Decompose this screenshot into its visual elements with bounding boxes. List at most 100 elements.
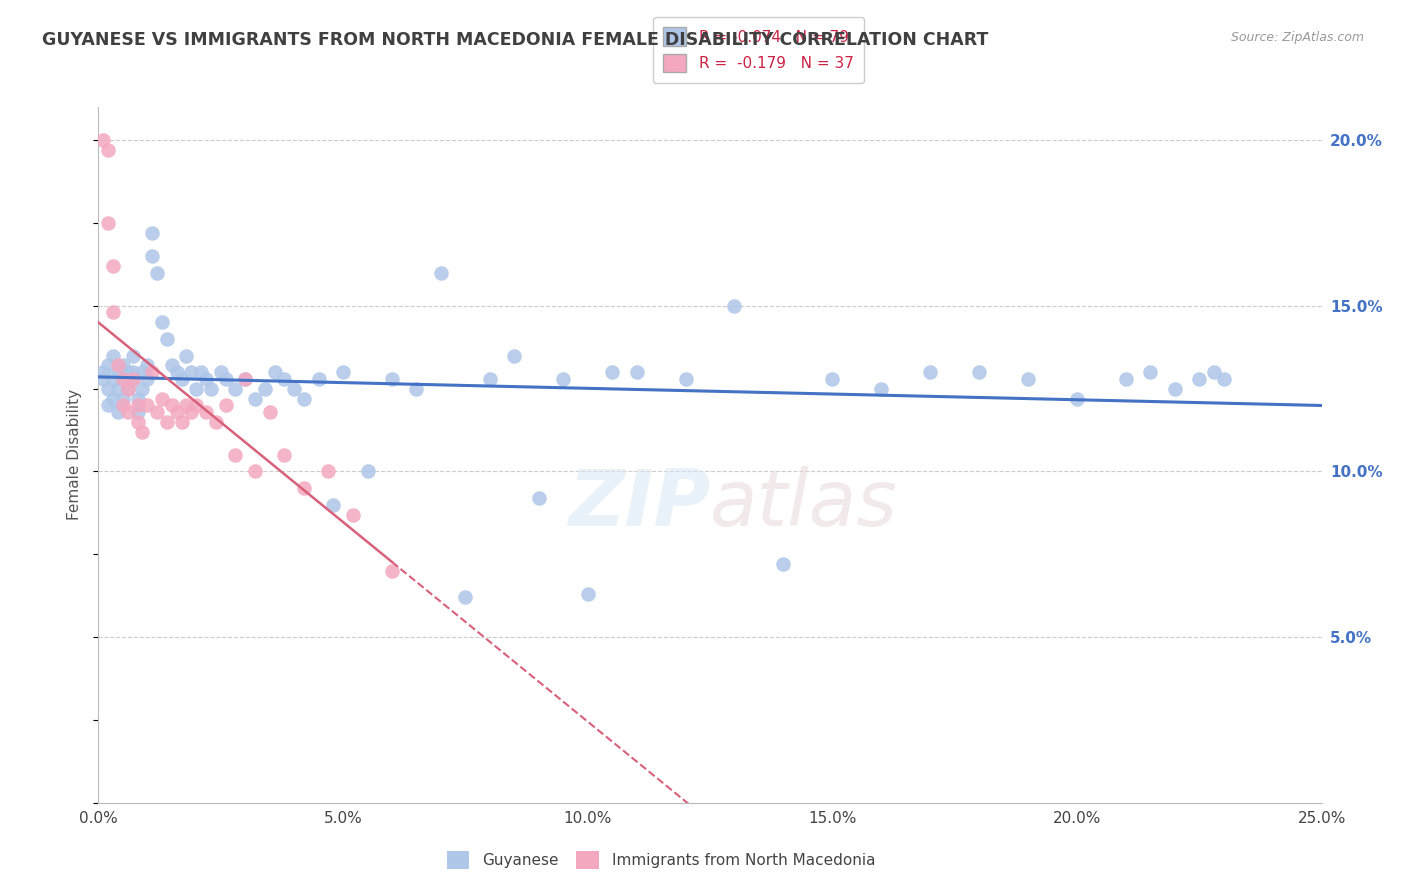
- Point: [97, 216, 120, 230]
- Point: [127, 405, 149, 419]
- Point: [381, 372, 404, 386]
- Point: [101, 392, 124, 406]
- Point: [1139, 365, 1161, 379]
- Point: [91, 133, 114, 147]
- Point: [1212, 372, 1234, 386]
- Point: [136, 398, 159, 412]
- Point: [136, 372, 159, 386]
- Point: [107, 359, 129, 373]
- Point: [101, 259, 124, 273]
- Point: [107, 382, 129, 396]
- Point: [195, 405, 218, 419]
- Point: [117, 365, 139, 379]
- Point: [127, 398, 149, 412]
- Y-axis label: Female Disability: Female Disability: [67, 389, 83, 521]
- Point: [117, 405, 139, 419]
- Point: [195, 372, 218, 386]
- Point: [292, 481, 315, 495]
- Point: [150, 315, 173, 329]
- Point: [259, 405, 281, 419]
- Point: [253, 382, 276, 396]
- Point: [141, 226, 163, 240]
- Point: [170, 372, 193, 386]
- Point: [111, 372, 134, 386]
- Point: [626, 365, 648, 379]
- Point: [356, 465, 378, 479]
- Point: [675, 372, 697, 386]
- Point: [101, 372, 124, 386]
- Point: [233, 372, 256, 386]
- Point: [224, 448, 246, 462]
- Point: [342, 508, 364, 522]
- Point: [292, 392, 315, 406]
- Point: [136, 359, 159, 373]
- Point: [200, 382, 222, 396]
- Point: [150, 392, 173, 406]
- Point: [121, 372, 143, 386]
- Point: [111, 359, 134, 373]
- Point: [967, 365, 990, 379]
- Point: [283, 382, 305, 396]
- Point: [97, 398, 120, 412]
- Point: [478, 372, 501, 386]
- Point: [600, 365, 623, 379]
- Text: GUYANESE VS IMMIGRANTS FROM NORTH MACEDONIA FEMALE DISABILITY CORRELATION CHART: GUYANESE VS IMMIGRANTS FROM NORTH MACEDO…: [42, 31, 988, 49]
- Point: [107, 365, 129, 379]
- Point: [127, 392, 149, 406]
- Point: [243, 465, 266, 479]
- Point: [332, 365, 354, 379]
- Point: [1066, 392, 1088, 406]
- Point: [263, 365, 285, 379]
- Point: [91, 372, 114, 386]
- Point: [117, 382, 139, 396]
- Point: [176, 349, 198, 363]
- Legend: Guyanese, Immigrants from North Macedonia: Guyanese, Immigrants from North Macedoni…: [440, 845, 882, 875]
- Point: [176, 398, 198, 412]
- Point: [111, 392, 134, 406]
- Point: [166, 405, 188, 419]
- Point: [127, 415, 149, 429]
- Point: [107, 405, 129, 419]
- Point: [91, 365, 114, 379]
- Point: [146, 405, 169, 419]
- Point: [209, 365, 232, 379]
- Point: [527, 491, 550, 505]
- Point: [723, 299, 745, 313]
- Point: [224, 382, 246, 396]
- Point: [190, 365, 212, 379]
- Point: [308, 372, 330, 386]
- Point: [121, 372, 143, 386]
- Point: [141, 365, 163, 379]
- Point: [101, 349, 124, 363]
- Point: [156, 415, 179, 429]
- Point: [156, 332, 179, 346]
- Point: [111, 398, 134, 412]
- Point: [920, 365, 942, 379]
- Point: [322, 498, 344, 512]
- Point: [273, 372, 295, 386]
- Point: [1164, 382, 1187, 396]
- Point: [131, 365, 153, 379]
- Point: [117, 382, 139, 396]
- Text: ZIP: ZIP: [568, 466, 710, 541]
- Point: [146, 266, 169, 280]
- Point: [1202, 365, 1225, 379]
- Point: [273, 448, 295, 462]
- Point: [205, 415, 228, 429]
- Point: [214, 372, 236, 386]
- Text: Source: ZipAtlas.com: Source: ZipAtlas.com: [1230, 31, 1364, 45]
- Point: [180, 365, 202, 379]
- Point: [97, 382, 120, 396]
- Point: [141, 249, 163, 263]
- Point: [214, 398, 236, 412]
- Point: [97, 143, 120, 157]
- Text: atlas: atlas: [710, 466, 898, 541]
- Point: [101, 305, 124, 319]
- Point: [503, 349, 526, 363]
- Point: [576, 587, 599, 601]
- Point: [1017, 372, 1039, 386]
- Point: [381, 564, 404, 578]
- Point: [131, 382, 153, 396]
- Point: [233, 372, 256, 386]
- Point: [186, 382, 208, 396]
